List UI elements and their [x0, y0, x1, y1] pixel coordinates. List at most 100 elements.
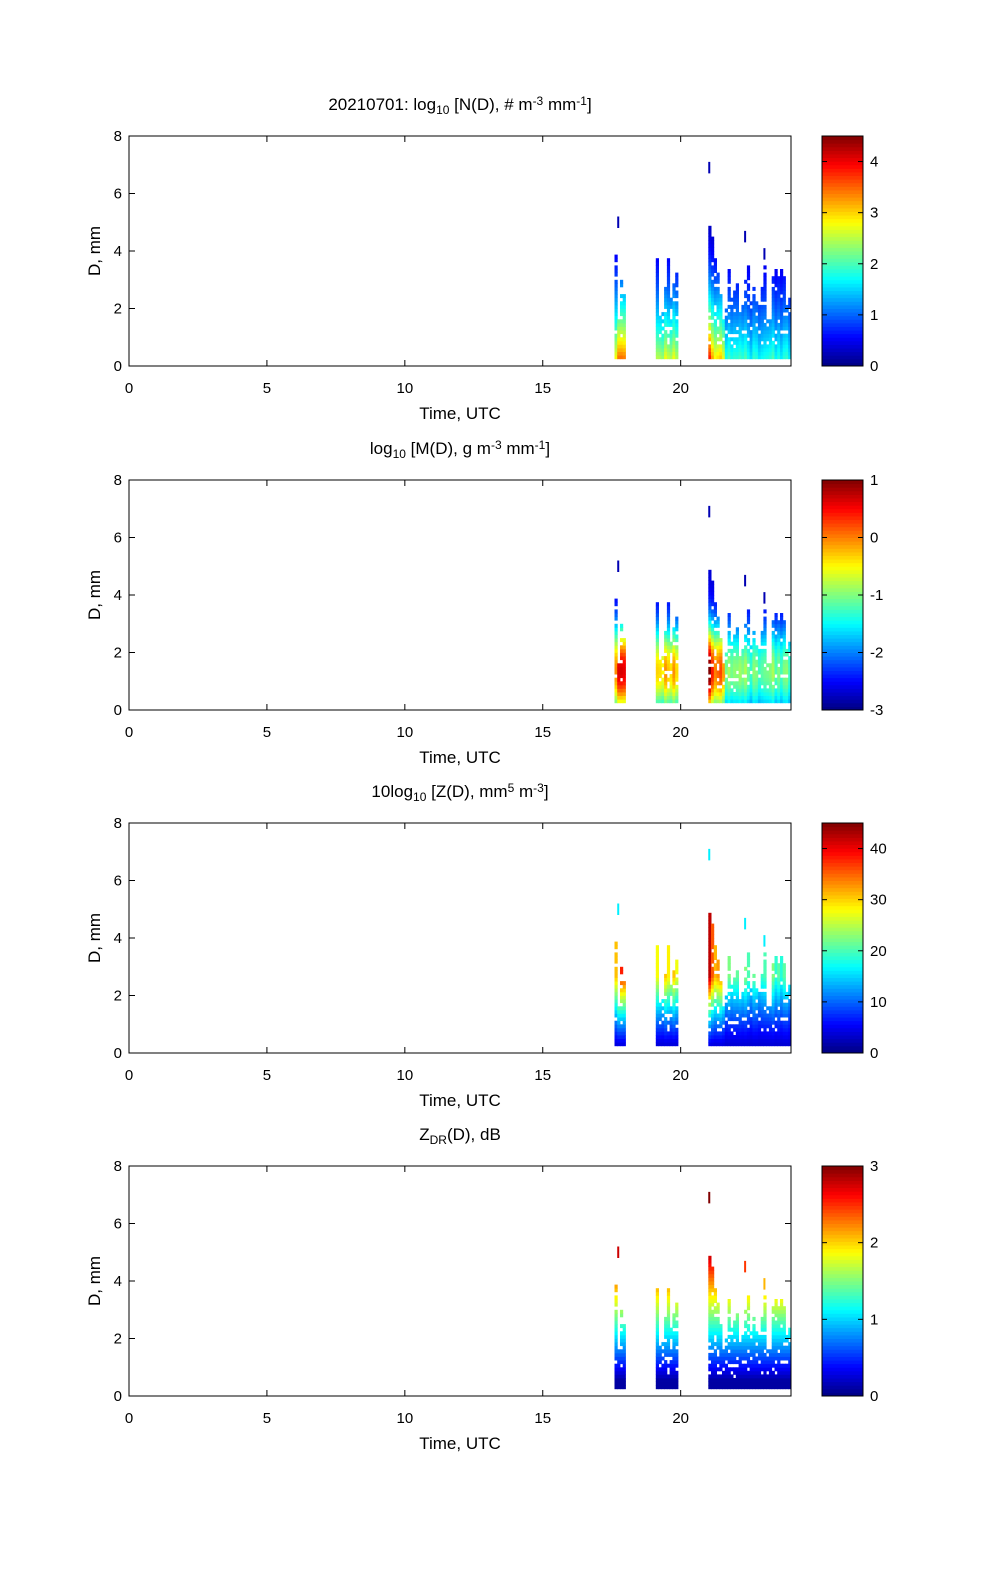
heatmap-outlier-cell	[708, 161, 711, 174]
heatmap-cell	[711, 634, 715, 639]
heatmap-cell	[708, 333, 712, 338]
heatmap-cell	[614, 634, 618, 639]
heatmap-cell	[774, 956, 778, 960]
heatmap-cell	[655, 1352, 659, 1357]
heatmap-cell	[785, 666, 789, 671]
heatmap-cell	[614, 991, 618, 996]
heatmap-cell	[713, 609, 717, 614]
heatmap-cell	[713, 634, 717, 639]
heatmap-cell	[780, 326, 784, 331]
heatmap-cell	[730, 351, 734, 356]
heatmap-cell	[620, 1356, 624, 1361]
heatmap-cell	[744, 326, 748, 331]
heatmap-cell	[661, 340, 665, 345]
heatmap-cell	[735, 308, 739, 313]
heatmap-cell	[719, 351, 723, 356]
heatmap-cell	[771, 276, 775, 281]
heatmap-cell	[752, 330, 756, 335]
heatmap-cell	[719, 999, 723, 1004]
heatmap-cell	[766, 326, 770, 331]
heatmap-cell	[711, 351, 715, 356]
heatmap-cell	[727, 312, 731, 317]
heatmap-cell	[614, 337, 618, 342]
heatmap-cell	[708, 1038, 712, 1043]
heatmap-cell	[733, 1027, 737, 1032]
heatmap-cell	[727, 659, 731, 664]
heatmap-cell	[763, 656, 767, 661]
heatmap-cell	[777, 999, 781, 1004]
heatmap-cell	[716, 286, 720, 291]
heatmap-cell	[614, 981, 618, 986]
heatmap-cell	[730, 984, 734, 989]
heatmap-cell	[780, 1356, 784, 1361]
heatmap-cell	[768, 1374, 773, 1379]
heatmap-cell	[788, 688, 792, 693]
heatmap-cell	[719, 1009, 723, 1014]
colorbar-segment	[822, 551, 863, 556]
heatmap-cell	[675, 326, 679, 331]
heatmap-cell	[752, 638, 756, 643]
heatmap-cell	[614, 294, 618, 299]
heatmap-cell	[719, 1352, 723, 1357]
heatmap-cell	[664, 351, 668, 356]
title-part: 10	[413, 790, 427, 804]
heatmap-cell	[744, 656, 748, 661]
heatmap-cell	[719, 1374, 723, 1379]
heatmap-cell	[716, 620, 720, 625]
heatmap-cell	[777, 340, 781, 345]
heatmap-cell	[782, 1320, 786, 1325]
heatmap-cell	[711, 279, 715, 284]
heatmap-cell	[774, 966, 778, 971]
heatmap-cell	[785, 1013, 789, 1018]
heatmap-cell	[774, 1367, 778, 1372]
colorbar-segment	[822, 855, 863, 860]
heatmap-cell	[735, 1035, 739, 1039]
heatmap-cell	[655, 670, 659, 675]
heatmap-cell	[666, 620, 671, 625]
heatmap-cell	[727, 272, 731, 277]
colorbar-segment	[822, 197, 863, 202]
heatmap-cell	[780, 616, 784, 621]
heatmap-cell	[788, 326, 792, 331]
heatmap-cell	[744, 1020, 748, 1025]
heatmap-cell	[766, 677, 770, 682]
heatmap-cell	[675, 312, 679, 317]
heatmap-cell	[655, 1299, 659, 1303]
heatmap-cell	[711, 999, 715, 1004]
heatmap-cell	[771, 301, 775, 306]
colorbar-segment	[822, 1191, 863, 1196]
heatmap-outlier-cell	[763, 248, 766, 260]
heatmap-cell	[771, 1324, 775, 1329]
heatmap-cell	[716, 977, 720, 982]
heatmap-cell	[744, 1381, 748, 1386]
heatmap-cell	[614, 290, 618, 295]
heatmap-cell	[774, 977, 778, 982]
x-tick-label: 10	[396, 1067, 413, 1084]
heatmap-cell	[614, 1027, 618, 1032]
heatmap-cell	[757, 312, 762, 317]
heatmap-cell	[780, 1349, 784, 1354]
heatmap-cell	[771, 1035, 775, 1039]
heatmap-cell	[655, 977, 659, 982]
heatmap-cell	[661, 684, 665, 689]
heatmap-cell	[716, 656, 720, 661]
heatmap-cell	[757, 355, 762, 360]
heatmap-cell	[722, 666, 726, 671]
heatmap-cell	[708, 1288, 712, 1293]
heatmap-cell	[711, 1313, 715, 1318]
heatmap-cell	[744, 1331, 748, 1336]
heatmap-cell	[782, 663, 786, 668]
heatmap-cell	[708, 301, 712, 306]
heatmap-cell	[722, 1370, 726, 1375]
heatmap-cell	[766, 1356, 770, 1361]
heatmap-cell	[774, 999, 778, 1004]
heatmap-cell	[655, 355, 659, 360]
heatmap-cell	[746, 699, 751, 704]
heatmap-cell	[780, 956, 784, 960]
heatmap-cell	[771, 340, 775, 345]
heatmap-cell	[716, 1017, 720, 1022]
heatmap-cell	[777, 695, 781, 700]
heatmap-cell	[658, 355, 662, 360]
heatmap-cell	[771, 670, 775, 675]
heatmap-cell	[620, 301, 624, 306]
